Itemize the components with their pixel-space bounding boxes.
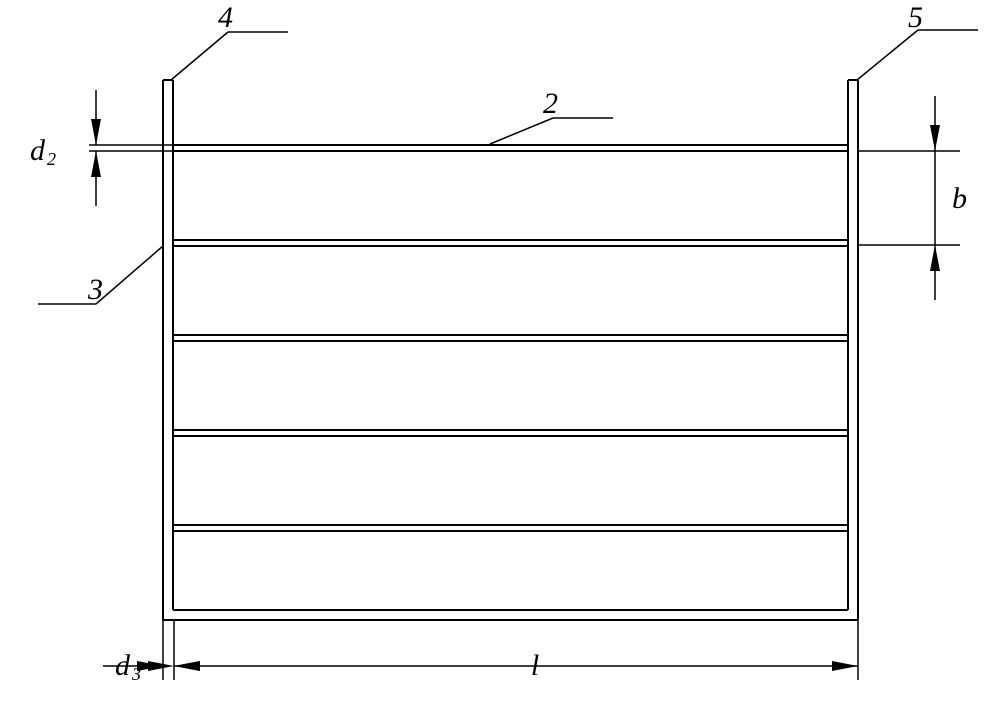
label-d3: d [115,649,131,682]
leader-l2 [490,118,553,144]
arrowhead [930,245,940,271]
label-b: b [952,182,967,215]
label-d2: d [30,134,46,167]
leader-l3 [96,246,163,304]
arrowhead [174,661,200,671]
leader-l4 [171,32,228,80]
label-l: l [531,649,539,682]
arrowhead [930,125,940,151]
label-l5: 5 [908,1,923,34]
label-d2-sub: 2 [47,149,56,169]
arrowhead [91,119,101,145]
label-l3: 3 [87,273,103,306]
label-d3-sub: 3 [131,664,141,684]
label-l4: 4 [218,1,233,34]
leader-l5 [857,30,918,80]
arrowhead [148,661,174,671]
arrowhead [832,661,858,671]
label-l2: 2 [543,87,558,120]
arrowhead [91,151,101,177]
